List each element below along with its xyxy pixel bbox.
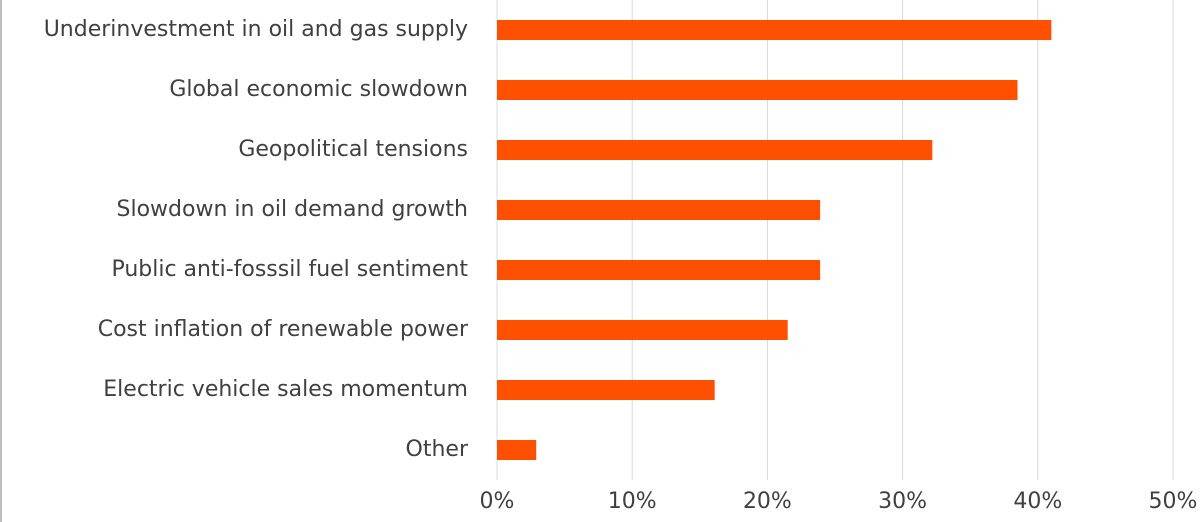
bar <box>497 440 537 460</box>
y-tick-label: Cost inflation of renewable power <box>98 317 469 342</box>
y-tick-label: Underinvestment in oil and gas supply <box>44 17 468 42</box>
bar <box>497 380 715 400</box>
bar <box>497 80 1018 100</box>
x-tick-label: 30% <box>878 489 927 514</box>
y-tick-label: Slowdown in oil demand growth <box>117 197 468 222</box>
x-tick-label: 50% <box>1149 489 1198 514</box>
x-tick-label: 40% <box>1013 489 1062 514</box>
bar <box>497 20 1052 40</box>
y-tick-label: Global economic slowdown <box>169 77 468 102</box>
x-tick-label: 20% <box>743 489 792 514</box>
bar <box>497 260 821 280</box>
y-tick-label: Other <box>406 437 469 462</box>
y-tick-label: Geopolitical tensions <box>238 137 468 162</box>
x-tick-label: 0% <box>480 489 515 514</box>
x-tick-label: 10% <box>608 489 657 514</box>
y-tick-label: Public anti-fosssil fuel sentiment <box>111 257 468 282</box>
bar <box>497 140 933 160</box>
bar <box>497 320 788 340</box>
bar <box>497 200 821 220</box>
y-tick-label: Electric vehicle sales momentum <box>103 377 468 402</box>
